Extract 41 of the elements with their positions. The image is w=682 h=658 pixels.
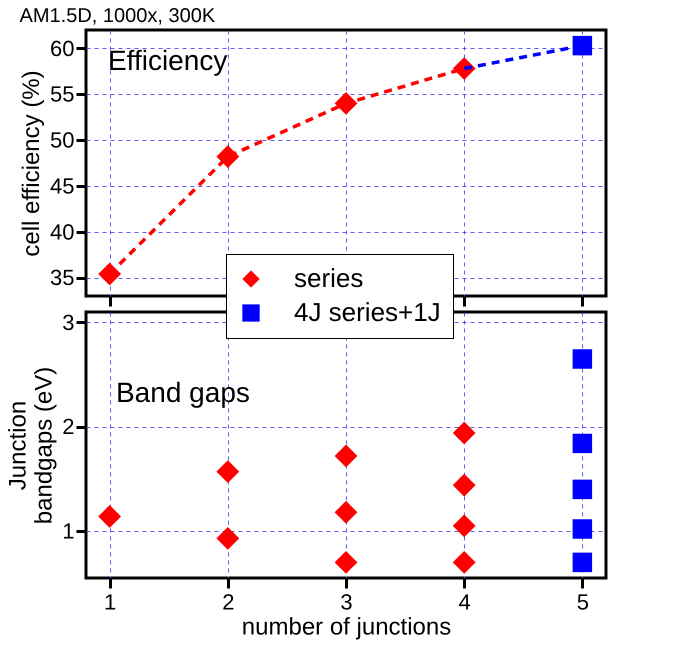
point xyxy=(572,434,592,454)
point xyxy=(452,422,476,444)
y-tick-label: 2 xyxy=(62,414,74,440)
x-tick-label: 5 xyxy=(576,590,589,614)
point xyxy=(452,550,476,574)
x-axis-title: number of junctions xyxy=(242,614,452,640)
point xyxy=(216,526,240,550)
point xyxy=(216,460,240,483)
point xyxy=(572,480,592,500)
y-tick-label: 1 xyxy=(62,518,74,544)
y-tick-label: 50 xyxy=(50,128,74,153)
point xyxy=(334,92,358,115)
annotation: Band gaps xyxy=(116,377,250,408)
y-tick-label: 60 xyxy=(50,36,74,61)
x-tick-label: 2 xyxy=(222,590,234,614)
point xyxy=(334,444,358,468)
point xyxy=(216,145,240,168)
point xyxy=(98,505,122,528)
point xyxy=(572,36,592,56)
y-tick-label: 3 xyxy=(62,310,74,335)
y-tick-label: 40 xyxy=(50,219,74,244)
legend-label: series xyxy=(294,263,364,293)
point xyxy=(452,514,476,538)
y-axis-title: cell efficiency (%) xyxy=(18,70,46,257)
x-tick-label: 1 xyxy=(104,590,116,614)
y-axis-title: Junction bandgaps (eV) xyxy=(4,366,58,524)
y-tick-label: 45 xyxy=(50,173,74,198)
annotation: Efficiency xyxy=(108,45,228,76)
x-tick-label: 4 xyxy=(458,590,471,614)
y-tick-label: 35 xyxy=(50,265,74,290)
legend-label: 4J series+1J xyxy=(294,297,441,327)
point xyxy=(452,474,476,497)
point xyxy=(334,500,358,524)
point xyxy=(572,552,592,572)
x-tick-label: 3 xyxy=(340,590,353,614)
y-tick-label: 55 xyxy=(50,82,74,107)
point xyxy=(98,262,122,286)
chart-title: AM1.5D, 1000x, 300K xyxy=(20,5,216,27)
point xyxy=(572,519,592,539)
point xyxy=(334,550,358,574)
point xyxy=(572,349,592,369)
